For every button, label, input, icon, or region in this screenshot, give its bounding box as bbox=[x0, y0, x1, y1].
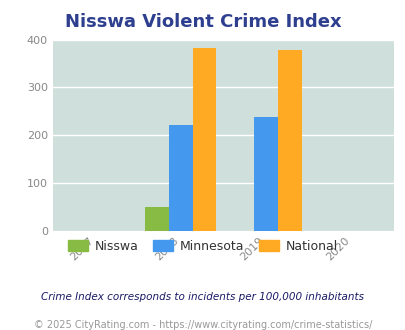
Legend: Nisswa, Minnesota, National: Nisswa, Minnesota, National bbox=[63, 235, 342, 258]
Bar bbox=[168, 125, 192, 231]
Bar bbox=[192, 48, 216, 231]
Text: Nisswa Violent Crime Index: Nisswa Violent Crime Index bbox=[64, 13, 341, 31]
Bar bbox=[145, 207, 168, 231]
Text: © 2025 CityRating.com - https://www.cityrating.com/crime-statistics/: © 2025 CityRating.com - https://www.city… bbox=[34, 320, 371, 330]
Bar bbox=[277, 50, 301, 231]
Bar bbox=[254, 117, 277, 231]
Text: Crime Index corresponds to incidents per 100,000 inhabitants: Crime Index corresponds to incidents per… bbox=[41, 292, 364, 302]
